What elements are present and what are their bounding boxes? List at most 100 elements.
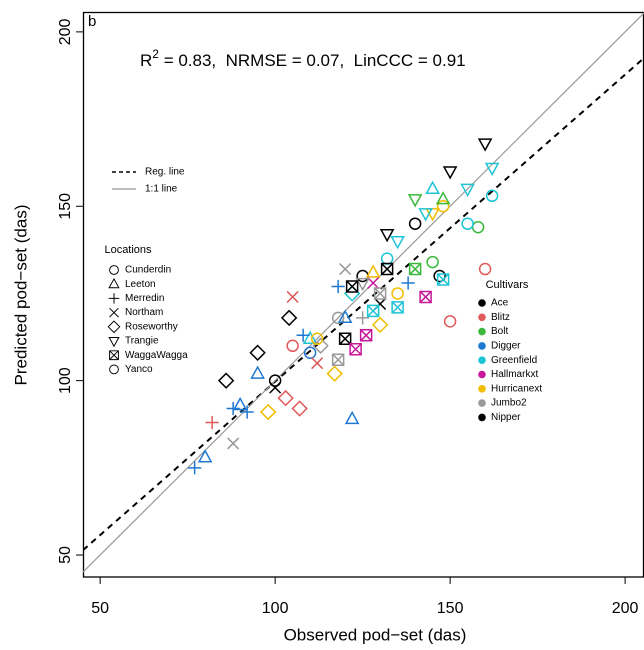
legend-label: Hallmarkxt <box>491 369 538 380</box>
legend-label: Digger <box>491 341 521 352</box>
point <box>349 343 362 356</box>
panel-label: b <box>88 13 96 30</box>
legend-marker <box>478 385 486 393</box>
point <box>436 273 450 286</box>
point <box>435 191 451 205</box>
x-tick-label: 100 <box>262 600 289 617</box>
legend-label: WaggaWagga <box>125 350 188 361</box>
legend-marker <box>478 356 486 365</box>
reference-line <box>83 12 644 573</box>
point <box>380 262 394 276</box>
legend-marker <box>108 277 120 289</box>
point <box>426 255 439 269</box>
point <box>418 208 433 222</box>
annotation-rest: = 0.83, NRMSE = 0.07, LinCCC = 0.91 <box>159 51 466 70</box>
point <box>259 403 277 421</box>
legend-label: Leeton <box>125 279 156 290</box>
legend-label: Bolt <box>491 326 508 337</box>
point <box>226 401 240 416</box>
point <box>109 350 119 361</box>
reference-line <box>83 57 644 551</box>
plot-area <box>83 12 644 573</box>
point <box>371 316 389 334</box>
legend-label: Northam <box>125 307 163 318</box>
legend-marker <box>478 370 486 379</box>
point <box>485 189 499 203</box>
legend-label: Ace <box>491 298 509 309</box>
point <box>391 287 404 300</box>
point <box>197 449 213 463</box>
point <box>232 396 248 411</box>
annotation-text: R <box>140 51 152 70</box>
legend-marker <box>108 336 120 348</box>
point <box>344 410 360 425</box>
point <box>367 276 380 290</box>
point <box>286 339 299 353</box>
point <box>331 353 345 366</box>
point <box>425 180 440 194</box>
point <box>268 374 282 387</box>
x-tick-label: 50 <box>91 600 109 617</box>
legend-marker <box>109 364 119 375</box>
point <box>471 220 485 234</box>
point <box>326 365 343 382</box>
point <box>331 311 345 325</box>
point <box>280 309 298 327</box>
point <box>108 293 120 304</box>
point <box>188 461 202 475</box>
legend-label: 1:1 line <box>145 184 178 195</box>
point <box>250 365 265 379</box>
point <box>436 200 450 213</box>
point <box>108 277 120 289</box>
point <box>461 217 474 230</box>
legend-marker <box>478 342 486 350</box>
point <box>390 235 405 250</box>
point <box>302 330 318 344</box>
point <box>460 183 475 197</box>
point <box>365 264 381 278</box>
legend-label: Trangie <box>125 336 159 347</box>
point <box>355 277 370 292</box>
point <box>391 301 404 314</box>
point <box>277 389 294 407</box>
point <box>108 336 120 348</box>
point <box>380 252 394 265</box>
point <box>359 329 373 342</box>
x-tick-label: 200 <box>612 600 639 617</box>
legend-marker <box>107 320 121 334</box>
legend-label: Hurricanext <box>491 383 542 394</box>
point <box>109 265 119 275</box>
point <box>109 364 119 375</box>
point <box>249 344 266 361</box>
y-tick-label: 200 <box>57 18 74 45</box>
point <box>331 279 345 294</box>
point <box>408 217 422 230</box>
point <box>419 290 432 304</box>
locations-title: Locations <box>104 244 152 256</box>
point <box>433 269 446 283</box>
point <box>303 346 317 359</box>
y-tick-label: 100 <box>57 367 74 394</box>
point <box>205 415 219 430</box>
stats-annotation: R2 = 0.83, NRMSE = 0.07, LinCCC = 0.91 <box>140 47 466 70</box>
legend-label: Yanco <box>125 364 153 375</box>
point <box>227 437 240 450</box>
point <box>401 276 415 290</box>
point <box>109 307 119 318</box>
legend-marker <box>108 293 120 304</box>
point <box>339 263 352 276</box>
y-axis-label: Predicted pod−set (das) <box>11 205 30 386</box>
y-tick-label: 150 <box>57 193 74 220</box>
x-tick-label: 150 <box>437 600 464 617</box>
y-tick-label: 50 <box>57 546 74 564</box>
legend-label: Merredin <box>125 293 164 304</box>
point <box>373 287 387 300</box>
point <box>217 372 235 389</box>
legend-label: Cunderdin <box>125 265 171 276</box>
point <box>425 208 440 222</box>
legend-marker <box>109 265 119 275</box>
legend-label: Reg. line <box>145 167 185 178</box>
point <box>311 357 324 370</box>
legend-label: Greenfield <box>491 355 537 366</box>
